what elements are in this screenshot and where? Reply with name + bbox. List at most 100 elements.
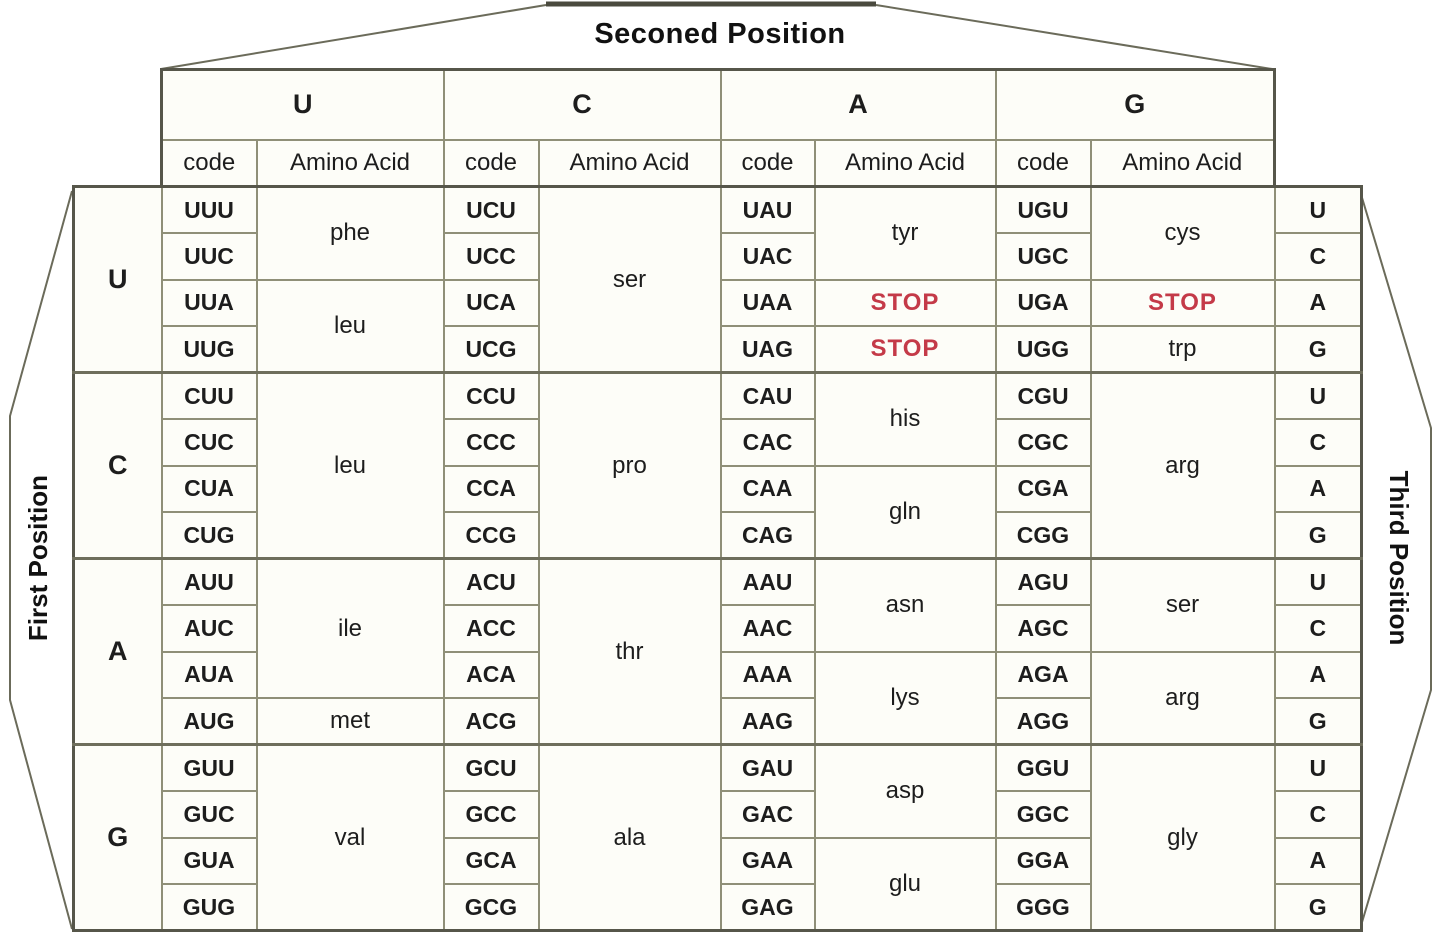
amino-acid-cell: phe <box>255 185 445 281</box>
amino-acid-cell: val <box>255 743 445 932</box>
codon-cell: AUA <box>160 650 258 699</box>
codon-cell: CAG <box>719 511 816 560</box>
table-row: CUG CCG CAG CGG G <box>74 511 1363 560</box>
third-position-base-cell: C <box>1273 604 1363 653</box>
amino-acid-cell: ser <box>1089 557 1276 653</box>
codon-cell: GUA <box>160 836 258 885</box>
codon-cell: UUC <box>160 232 258 281</box>
amino-acid-column-header: Amino Acid <box>813 138 997 188</box>
third-position-base-cell: A <box>1273 650 1363 699</box>
first-position-base-cell: A <box>72 557 163 746</box>
third-position-base-cell: U <box>1273 743 1363 792</box>
third-position-base-cell: A <box>1273 278 1363 327</box>
amino-acid-cell: ser <box>537 185 722 374</box>
codon-cell: UGC <box>994 232 1092 281</box>
first-position-label: First Position <box>23 474 53 642</box>
codon-cell: GAC <box>719 790 816 839</box>
codon-cell: GCG <box>442 883 540 932</box>
table-row: UUC UCC UAC UGC C <box>74 232 1363 281</box>
stop-label-cell: STOP <box>1089 278 1276 327</box>
amino-acid-cell: met <box>255 697 445 746</box>
codon-cell: UUG <box>160 325 258 374</box>
codon-cell: UCU <box>442 185 540 234</box>
codon-cell: GGA <box>994 836 1092 885</box>
table-row: CUC CCC CAC CGC C <box>74 418 1363 467</box>
amino-acid-cell: asp <box>813 743 997 839</box>
third-position-base-cell: C <box>1273 232 1363 281</box>
codon-cell: CUG <box>160 511 258 560</box>
amino-acid-cell: tyr <box>813 185 997 281</box>
codon-cell: UAC <box>719 232 816 281</box>
codon-cell: GGC <box>994 790 1092 839</box>
codon-cell: AAU <box>719 557 816 606</box>
third-position-base-cell: G <box>1273 325 1363 374</box>
codon-cell: CCC <box>442 418 540 467</box>
code-column-header: code <box>442 138 540 188</box>
codon-cell: CAC <box>719 418 816 467</box>
third-position-base-cell: U <box>1273 185 1363 234</box>
codon-cell: AAG <box>719 697 816 746</box>
codon-cell: CAU <box>719 371 816 420</box>
codon-cell: GGU <box>994 743 1092 792</box>
codon-cell: GGG <box>994 883 1092 932</box>
column-header-row: code Amino Acid code Amino Acid code Ami… <box>160 138 1276 188</box>
third-position-base-cell: G <box>1273 511 1363 560</box>
second-position-base-header-u: U <box>160 68 445 141</box>
first-position-base-cell: G <box>72 743 163 932</box>
second-position-base-header-a: A <box>719 68 997 141</box>
codon-cell: UAU <box>719 185 816 234</box>
table-row: GUC GCC GAC GGC C <box>74 790 1363 839</box>
stop-codon-cell: UGA <box>994 278 1092 327</box>
codon-cell: GCC <box>442 790 540 839</box>
codon-cell: CUC <box>160 418 258 467</box>
third-position-base-cell: G <box>1273 883 1363 932</box>
codon-cell: AGC <box>994 604 1092 653</box>
codon-cell: GUG <box>160 883 258 932</box>
table-row: G GUU val GCU ala GAU asp GGU gly U <box>72 743 1363 932</box>
code-column-header: code <box>994 138 1092 188</box>
codon-cell: AUU <box>160 557 258 606</box>
second-position-base-header-g: G <box>994 68 1276 141</box>
table-row: GUA GCA GAA glu GGA A <box>74 836 1363 932</box>
third-position-base-cell: C <box>1273 790 1363 839</box>
table-row: AUG met ACG AAG AGG G <box>74 697 1363 746</box>
codon-cell: CUU <box>160 371 258 420</box>
codon-cell: CGA <box>994 464 1092 513</box>
codon-cell: UGU <box>994 185 1092 234</box>
amino-acid-cell: ile <box>255 557 445 699</box>
codon-cell: AGU <box>994 557 1092 606</box>
codon-cell: GAG <box>719 883 816 932</box>
amino-acid-cell: his <box>813 371 997 467</box>
stop-label-cell: STOP <box>813 325 997 374</box>
amino-acid-column-header: Amino Acid <box>255 138 445 188</box>
codon-cell: ACU <box>442 557 540 606</box>
amino-acid-cell: arg <box>1089 371 1276 560</box>
codon-cell: UCC <box>442 232 540 281</box>
amino-acid-column-header: Amino Acid <box>537 138 722 188</box>
amino-acid-cell: leu <box>255 278 445 374</box>
third-position-label: Third Position <box>1384 470 1414 646</box>
codon-cell: GUU <box>160 743 258 792</box>
codon-cell: UGG <box>994 325 1092 374</box>
amino-acid-cell: leu <box>255 371 445 560</box>
table-row: UUG UCG UAG STOP UGG trp G <box>74 325 1363 374</box>
first-position-base-cell: U <box>72 185 163 374</box>
codon-cell: ACC <box>442 604 540 653</box>
second-position-label: Seconed Position <box>594 18 846 50</box>
codon-cell: GAU <box>719 743 816 792</box>
third-position-base-cell: C <box>1273 418 1363 467</box>
codon-cell: CUA <box>160 464 258 513</box>
amino-acid-cell: ala <box>537 743 722 932</box>
codon-cell: CCG <box>442 511 540 560</box>
codon-cell: AGA <box>994 650 1092 699</box>
table-row: U UUU phe UCU ser UAU tyr UGU cys U <box>72 185 1363 374</box>
first-position-base-cell: C <box>72 371 163 560</box>
table-row: AUC ACC AAC AGC C <box>74 604 1363 653</box>
codon-table-body: U UUU phe UCU ser UAU tyr UGU cys U UUC … <box>72 185 1363 932</box>
stop-label-cell: STOP <box>813 278 997 327</box>
table-row: A AUU ile ACU thr AAU asn AGU ser U <box>72 557 1363 746</box>
codon-cell: CAA <box>719 464 816 513</box>
codon-cell: UCA <box>442 278 540 327</box>
amino-acid-cell: asn <box>813 557 997 653</box>
